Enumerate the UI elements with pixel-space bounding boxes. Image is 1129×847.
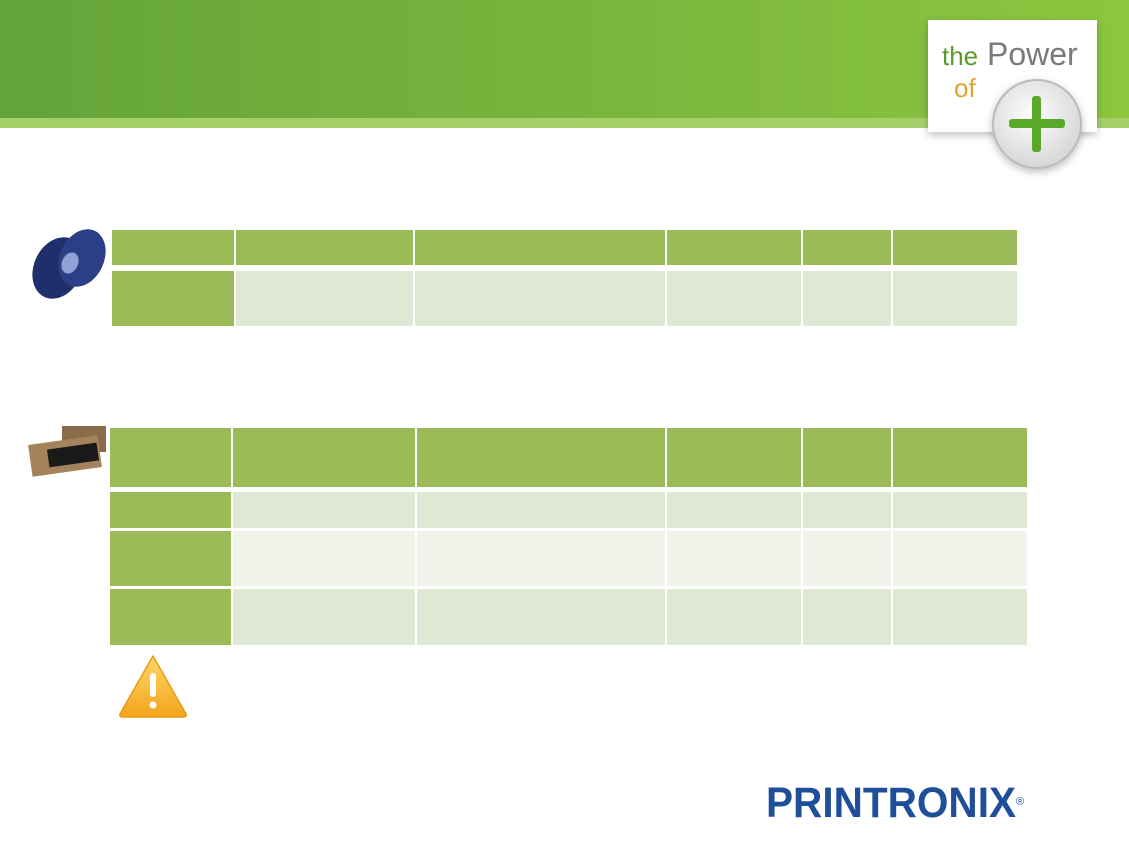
cell [667, 589, 801, 645]
cell [236, 271, 413, 326]
cell [417, 589, 665, 645]
logo-power: Power [987, 36, 1078, 72]
header-cell [803, 230, 891, 265]
cell [417, 531, 665, 586]
cell [803, 531, 891, 586]
logo-of: of [954, 73, 976, 103]
row-head [112, 271, 234, 326]
header-cell [667, 230, 801, 265]
cell [415, 271, 665, 326]
cartridge-icon [28, 426, 106, 477]
table-1 [112, 230, 1017, 326]
header-cell [233, 428, 415, 487]
warning-icon [119, 655, 187, 718]
cell [803, 271, 891, 326]
cell [667, 492, 801, 528]
header-cell [417, 428, 665, 487]
header-cell [893, 428, 1027, 487]
logo-the: the [942, 41, 978, 71]
header-cell [803, 428, 891, 487]
table-2 [110, 428, 1027, 645]
plus-v [1032, 96, 1041, 152]
header-cell [112, 230, 234, 265]
header-cell [893, 230, 1017, 265]
cell [233, 492, 415, 528]
cell [803, 492, 891, 528]
header-cell [110, 428, 231, 487]
logo: the Power of [928, 20, 1097, 169]
cell [233, 531, 415, 586]
cell [667, 271, 801, 326]
cell [417, 492, 665, 528]
cell [893, 589, 1027, 645]
cell [233, 589, 415, 645]
cell [893, 271, 1017, 326]
ribbon-icon [32, 229, 106, 299]
row-head [110, 531, 231, 586]
header-cell [236, 230, 413, 265]
row-head [110, 492, 231, 528]
cell [893, 492, 1027, 528]
cell [893, 531, 1027, 586]
brand-mark: ® [1016, 796, 1024, 808]
row-head [110, 589, 231, 645]
brand-name: PRINTRONIX [766, 779, 1016, 827]
cell [667, 531, 801, 586]
cell [803, 589, 891, 645]
header-cell [667, 428, 801, 487]
header-cell [415, 230, 665, 265]
header-strip [0, 118, 1129, 128]
